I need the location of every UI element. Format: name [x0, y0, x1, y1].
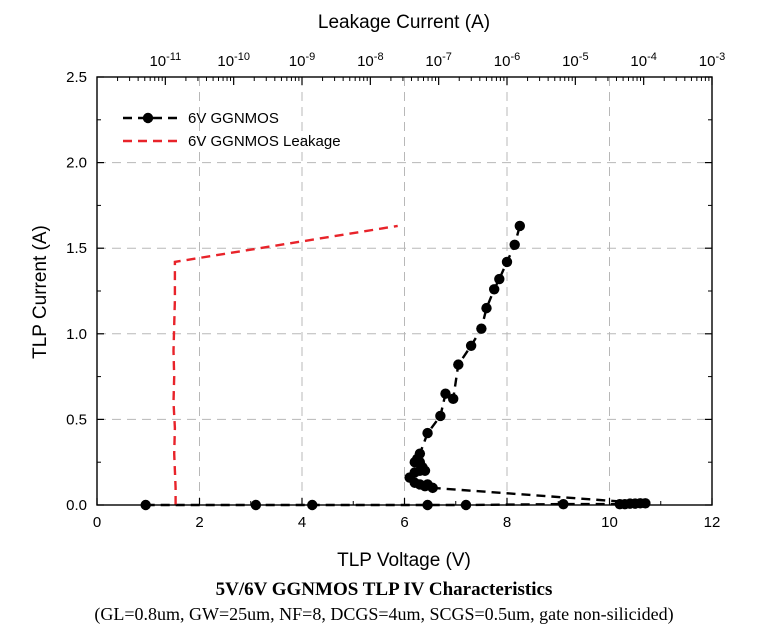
legend-label-ggnmos: 6V GGNMOS	[188, 110, 279, 127]
legend-label-leakage: 6V GGNMOS Leakage	[188, 133, 341, 150]
data-point-ggnmos	[488, 284, 500, 295]
data-point-ggnmos	[447, 393, 459, 405]
data-point-ggnmos	[414, 448, 426, 459]
legend-marker-ggnmos	[142, 112, 154, 124]
chart-subtitle: (GL=0.8um, GW=25um, NF=8, DCGS=4um, SCGS…	[94, 604, 673, 625]
data-point-ggnmos	[509, 239, 520, 250]
ticks: 0 2 4 6 8 10 12 0.0 0.5 1.0 1.5 2.0 2.5 10-11 10-10 10-…	[66, 51, 725, 531]
y-axis-title: TLP Current (A)	[30, 225, 51, 359]
data-point-ggnmos	[640, 498, 651, 509]
x-tick-label: 6	[400, 514, 408, 531]
data-point-ggnmos	[422, 479, 433, 490]
data-point-ggnmos	[422, 427, 433, 439]
x-tick-label: 4	[298, 514, 306, 531]
series-line-ggnmos	[145, 225, 646, 507]
top-tick-label: 10-6	[494, 51, 520, 70]
data-point-ggnmos	[435, 410, 446, 422]
y-tick-label: 1.0	[66, 326, 87, 343]
top-axis-title: Leakage Current (A)	[318, 12, 490, 33]
data-point-ggnmos	[481, 302, 492, 314]
x-tick-label: 2	[195, 514, 203, 531]
data-point-ggnmos	[558, 498, 569, 510]
top-tick-label: 10-10	[217, 51, 250, 70]
top-tick-label: 10-11	[149, 51, 181, 70]
grid	[97, 77, 712, 505]
data-point-ggnmos	[494, 273, 505, 285]
top-tick-label: 10-4	[630, 51, 656, 70]
data-point-ggnmos	[514, 220, 526, 232]
x-tick-label: 10	[601, 514, 618, 531]
y-tick-label: 0.5	[66, 411, 87, 428]
top-tick-label: 10-9	[289, 51, 315, 70]
data-point-ggnmos	[501, 256, 513, 268]
series-layer	[140, 220, 651, 511]
data-point-ggnmos	[476, 323, 487, 334]
top-tick-label: 10-7	[425, 51, 451, 70]
x-tick-label: 12	[704, 514, 721, 531]
y-tick-label: 2.5	[66, 69, 87, 86]
data-point-ggnmos	[453, 359, 464, 370]
data-point-ggnmos	[440, 388, 451, 399]
x-tick-label: 0	[93, 514, 101, 531]
chart-title: 5V/6V GGNMOS TLP IV Characteristics	[216, 579, 553, 600]
x-tick-label: 8	[503, 514, 511, 531]
top-tick-label: 10-3	[699, 51, 725, 70]
y-tick-label: 1.5	[66, 240, 87, 257]
top-tick-label: 10-5	[562, 51, 588, 70]
legend: 6V GGNMOS 6V GGNMOS Leakage	[123, 110, 341, 150]
y-tick-label: 2.0	[66, 155, 87, 172]
y-tick-label: 0.0	[66, 497, 87, 514]
series-line-leakage	[172, 224, 398, 505]
data-point-ggnmos	[465, 340, 477, 351]
x-axis-title: TLP Voltage (V)	[337, 550, 471, 571]
top-tick-label: 10-8	[357, 51, 383, 70]
